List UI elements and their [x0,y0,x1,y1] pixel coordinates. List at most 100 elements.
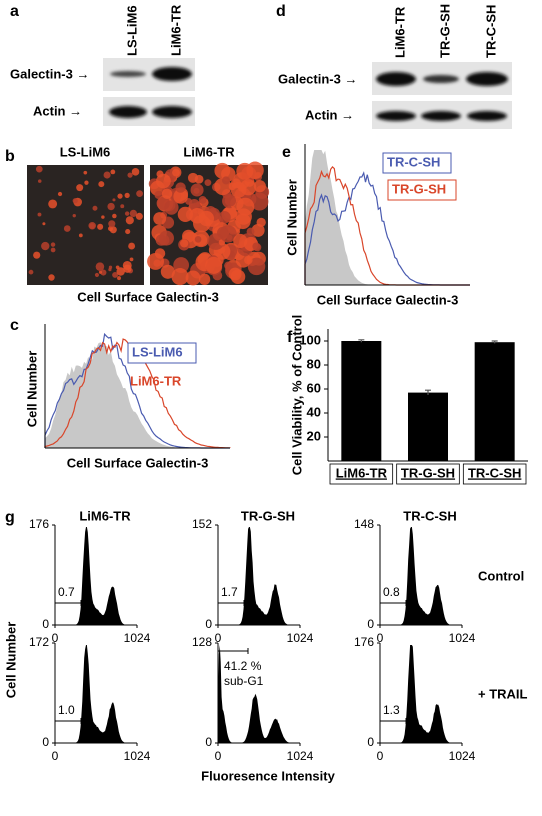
panel-label: b [5,148,15,165]
band [376,72,416,86]
error-bar [491,340,498,344]
y-tick-label: 0 [205,735,212,749]
dna-histogram [55,645,137,743]
y-tick-label: 148 [354,517,374,531]
cell [37,212,42,217]
cell [224,195,237,207]
cell [129,257,134,262]
cell [193,187,200,194]
cell [28,269,34,275]
legend-box [382,152,452,174]
cell [205,256,223,274]
lane-label: TR-C-SH [483,5,498,58]
cell [124,211,130,216]
cell [78,233,83,238]
band [110,71,146,77]
cell [50,242,56,247]
x-tick-label: TR-G-SH [401,465,455,480]
cell [189,207,206,224]
cell [230,181,247,198]
cell [127,172,133,178]
cell [207,233,225,250]
band [376,111,416,121]
band [421,111,461,121]
gate [54,718,82,724]
cell [108,220,116,228]
lane-label: TR-G-SH [437,4,452,58]
row-title: + TRAIL [478,686,528,701]
x-axis-label: Fluoresence Intensity [201,768,335,783]
cell [246,161,264,179]
y-tick-label: 0 [367,735,374,749]
x-tick-label: 0 [377,749,384,763]
cell [50,247,56,253]
gate-label: 1.3 [383,703,400,717]
y-tick-label: 172 [29,635,49,649]
cell [219,225,237,243]
cell [76,184,84,192]
cell [188,198,200,210]
band [466,72,508,86]
cell [110,169,116,175]
band [152,106,192,118]
gate [54,600,82,606]
row-label: Galectin-3 → [10,66,89,81]
cell [72,198,78,204]
cell [136,190,143,198]
cell [155,234,167,246]
panel-label: c [10,317,19,334]
cell [198,195,207,204]
cell [222,176,231,185]
cell [98,270,102,274]
legend-box [387,179,457,201]
band [152,67,192,81]
cell [112,271,119,278]
cell [116,267,125,276]
cell [161,188,173,199]
cell [63,225,71,232]
cell [35,165,43,173]
bar [408,392,448,461]
x-tick-label: TR-C-SH [468,465,521,480]
category-box [462,463,527,485]
y-tick-label: 0 [205,617,212,631]
cell [164,200,179,215]
legend-box [127,342,197,364]
row-label: Actin → [305,107,354,122]
gate-label: 0.8 [383,585,400,599]
cell [33,251,41,259]
cell [117,193,123,199]
band [423,75,459,83]
cell [72,213,76,218]
image-title: LS-LiM6 [60,144,111,159]
cell [103,171,111,179]
gate [217,600,245,606]
cell [101,215,105,219]
legend-entry: TR-G-SH [392,181,446,196]
histogram-fill [305,150,470,285]
gate-label: sub-G1 [224,674,264,688]
band [109,106,147,118]
x-tick-label: 1024 [124,631,151,645]
cell [131,168,140,176]
gate [379,718,407,724]
cell [128,242,136,250]
cell [37,179,42,183]
bar [474,342,515,461]
cell [244,255,253,265]
gate-label: 1.0 [58,703,75,717]
panel-label: g [5,509,15,526]
x-tick-label: 1024 [287,631,314,645]
cell [92,205,98,211]
cell [120,204,125,209]
cell [109,226,117,234]
y-tick-label: 60 [307,380,321,395]
lane-label: LS-LiM6 [124,5,139,56]
cell [194,236,202,243]
cell [124,192,130,198]
cell [172,168,180,177]
y-tick-label: 128 [192,635,212,649]
cell [173,189,188,204]
cell [204,179,212,187]
cell [135,212,143,220]
